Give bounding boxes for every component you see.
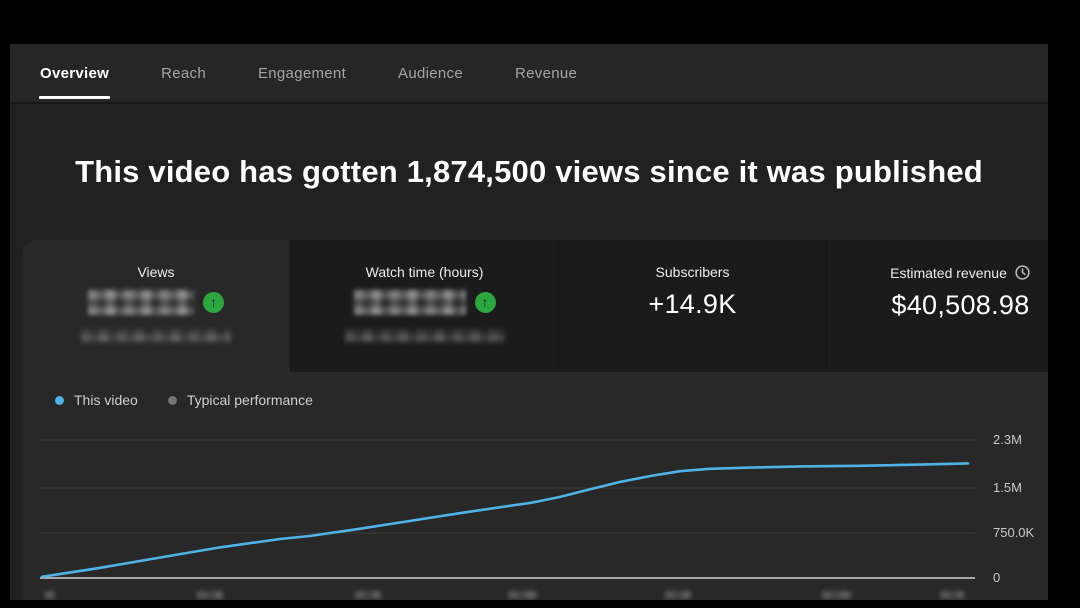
subscribers-card-title: Subscribers [655, 264, 730, 280]
x-axis-tick-blurred [940, 591, 965, 599]
metrics-and-chart-panel: Views ↑ Watch time (hours) ↑ Subscribers [22, 240, 1048, 600]
revenue-value: $40,508.98 [891, 290, 1030, 320]
tab-revenue[interactable]: Revenue [489, 44, 603, 102]
metric-card-watch-time[interactable]: Watch time (hours) ↑ [290, 240, 558, 372]
y-axis-tick: 0 [993, 570, 1001, 585]
metric-card-views[interactable]: Views ↑ [22, 240, 290, 372]
chart-legend: This video Typical performance [55, 392, 313, 408]
legend-item-this-video[interactable]: This video [55, 392, 138, 408]
analytics-tab-bar: Overview Reach Engagement Audience Reven… [10, 44, 1048, 104]
legend-item-typical-performance[interactable]: Typical performance [167, 392, 313, 408]
metric-card-row: Views ↑ Watch time (hours) ↑ Subscribers [22, 240, 1048, 372]
x-axis-tick-blurred [507, 591, 538, 599]
metric-card-subscribers[interactable]: Subscribers +14.9K [558, 240, 826, 372]
legend-label: This video [74, 392, 138, 408]
views-summary-headline: This video has gotten 1,874,500 views si… [75, 154, 983, 189]
typical-performance-dot-icon [167, 395, 177, 405]
analytics-panel: Overview Reach Engagement Audience Reven… [10, 44, 1048, 600]
x-axis-tick-blurred [822, 591, 853, 599]
trend-up-icon: ↑ [474, 291, 496, 313]
tab-reach[interactable]: Reach [135, 44, 232, 102]
y-axis-tick: 750.0K [993, 525, 1035, 540]
views-card-title: Views [137, 264, 175, 280]
x-axis-tick-blurred [44, 591, 55, 599]
x-axis-tick-blurred [665, 591, 692, 599]
this-video-dot-icon [55, 395, 64, 405]
tab-engagement[interactable]: Engagement [232, 44, 372, 102]
legend-label: Typical performance [186, 392, 313, 408]
watch-time-value-blurred [353, 289, 466, 315]
views-subtext-blurred [81, 329, 231, 342]
subscribers-value: +14.9K [648, 289, 737, 319]
watch-time-value-row: ↑ [353, 289, 496, 315]
chart-x-axis-labels-blurred [40, 589, 975, 600]
y-axis-tick: 2.3M [993, 432, 1022, 447]
metric-card-estimated-revenue[interactable]: Estimated revenue $40,508.98 [826, 240, 1048, 372]
tab-audience[interactable]: Audience [372, 44, 489, 102]
views-line-chart[interactable] [40, 435, 975, 585]
trend-up-icon: ↑ [203, 291, 224, 313]
views-value-row: ↑ [88, 289, 224, 315]
summary-section: This video has gotten 1,874,500 views si… [10, 104, 1048, 240]
revenue-card-title: Estimated revenue [890, 264, 1007, 281]
y-axis-tick: 1.5M [993, 480, 1022, 495]
tab-overview[interactable]: Overview [14, 44, 135, 102]
x-axis-tick-blurred [197, 591, 224, 599]
watch-time-subtext-blurred [344, 329, 505, 342]
views-value-blurred [88, 289, 194, 315]
x-axis-tick-blurred [354, 591, 381, 599]
watch-time-card-title: Watch time (hours) [365, 264, 484, 280]
chart-y-axis-labels: 2.3M 1.5M 750.0K 0 [993, 432, 1048, 595]
clock-icon [1014, 264, 1031, 281]
